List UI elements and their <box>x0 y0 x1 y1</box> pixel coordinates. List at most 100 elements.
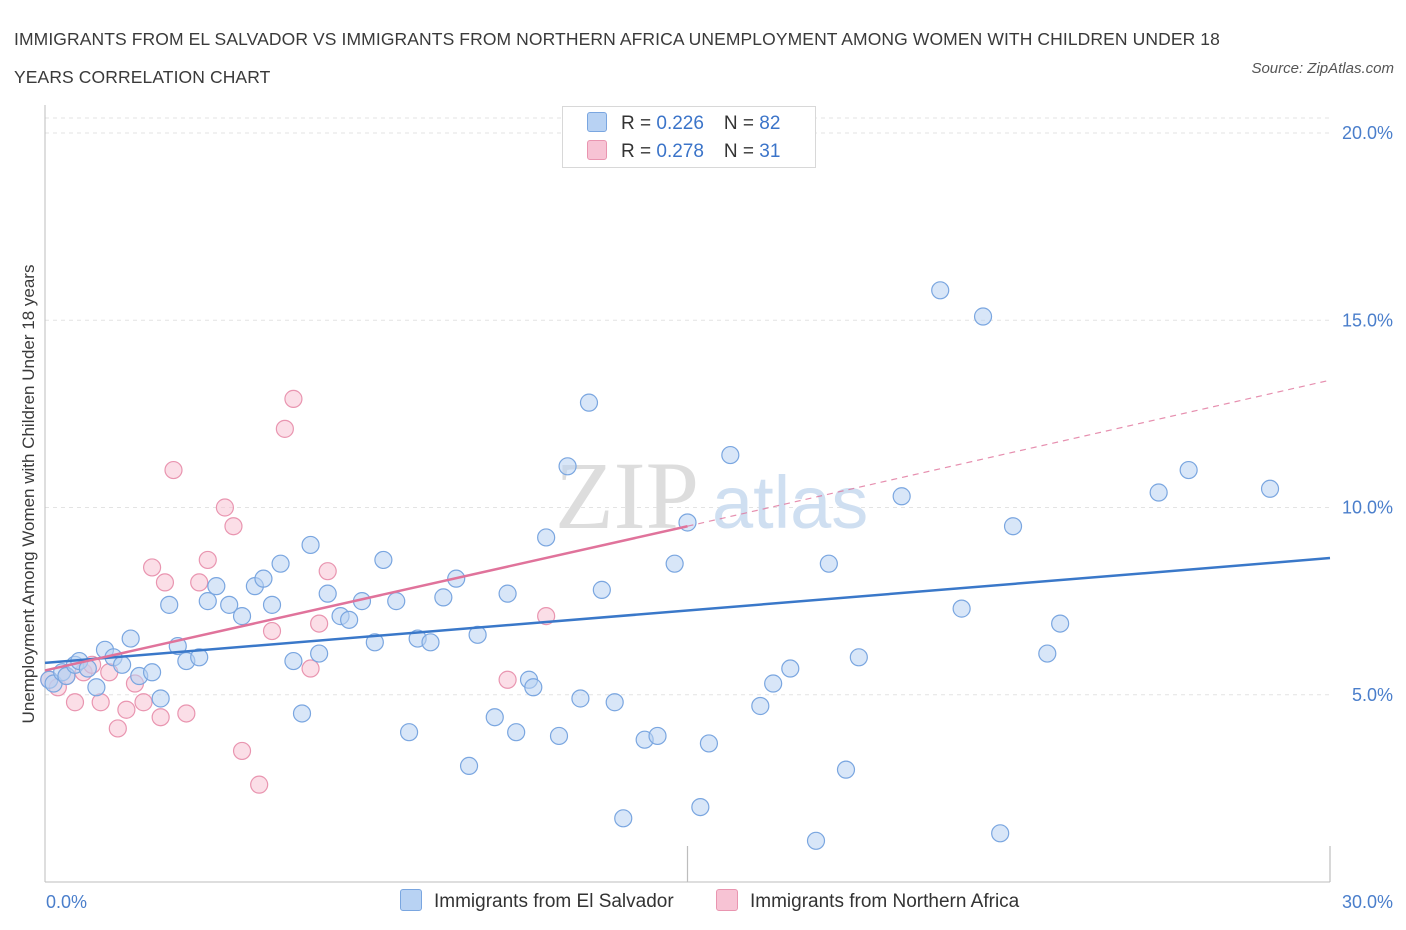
point-el-salvador <box>399 723 419 742</box>
point-el-salvador <box>764 674 783 693</box>
point-el-salvador <box>232 607 252 626</box>
point-northern-africa <box>108 719 127 738</box>
point-northern-africa <box>250 775 269 794</box>
point-northern-africa <box>134 693 153 712</box>
y-tick-label: 15.0% <box>1342 310 1393 330</box>
point-el-salvador <box>592 580 611 599</box>
point-northern-africa <box>537 607 556 626</box>
point-el-salvador <box>931 281 950 300</box>
point-el-salvador <box>190 648 209 667</box>
legend-n-value: 31 <box>759 141 781 162</box>
point-el-salvador <box>1179 460 1198 480</box>
point-northern-africa <box>155 573 175 592</box>
point-northern-africa <box>284 389 303 408</box>
legend-r-value: 0.278 <box>656 141 704 162</box>
point-el-salvador <box>836 760 856 779</box>
point-el-salvador <box>781 659 800 678</box>
legend-n-label: N = <box>723 141 760 162</box>
point-el-salvador <box>892 487 911 506</box>
point-el-salvador <box>507 723 526 742</box>
point-el-salvador <box>310 644 329 663</box>
point-el-salvador <box>374 550 393 570</box>
point-el-salvador <box>721 445 740 465</box>
point-northern-africa <box>177 704 196 723</box>
watermark-zip: ZIP <box>555 442 699 549</box>
point-northern-africa <box>164 460 183 480</box>
bottom-legend-label: Immigrants from Northern Africa <box>750 891 1020 912</box>
legend-r-value: 0.226 <box>656 113 704 134</box>
legend-r-label: R = <box>621 141 657 162</box>
correlation-legend: R = 0.226 N = 82 R = 0.278 N = 31 <box>562 106 816 168</box>
point-northern-africa <box>275 419 294 438</box>
point-el-salvador <box>1003 517 1023 536</box>
legend-swatch-blue <box>587 112 607 132</box>
point-northern-africa <box>310 614 329 633</box>
legend-n-value: 82 <box>759 113 781 134</box>
point-el-salvador <box>1149 483 1168 502</box>
point-northern-africa <box>498 670 517 689</box>
point-el-salvador <box>498 584 517 603</box>
point-el-salvador <box>112 655 132 674</box>
point-el-salvador <box>160 595 179 614</box>
point-el-salvador <box>340 610 359 629</box>
point-el-salvador <box>549 726 569 746</box>
y-tick-label: 5.0% <box>1352 685 1393 705</box>
x-tick-label: 30.0% <box>1342 892 1393 912</box>
trend-line-northern-africa <box>44 525 688 672</box>
point-el-salvador <box>691 797 710 817</box>
point-el-salvador <box>648 726 667 746</box>
point-el-salvador <box>459 756 479 776</box>
legend-r-label: R = <box>621 113 657 134</box>
point-el-salvador <box>87 678 106 697</box>
point-northern-africa <box>198 550 217 570</box>
point-northern-africa <box>318 562 337 581</box>
point-el-salvador <box>198 592 217 611</box>
bottom-legend-swatch-blue <box>400 889 422 911</box>
point-northern-africa <box>224 517 243 536</box>
point-el-salvador <box>849 648 868 667</box>
axes <box>44 105 1331 883</box>
point-northern-africa <box>65 693 85 712</box>
point-el-salvador <box>524 678 543 697</box>
point-northern-africa <box>232 741 252 761</box>
point-el-salvador <box>468 625 487 644</box>
point-el-salvador <box>121 629 140 648</box>
legend-n-label: N = <box>723 113 760 134</box>
bottom-legend-northern-africa: Immigrants from Northern Africa <box>716 889 1019 913</box>
point-northern-africa <box>301 659 320 678</box>
tick-labels: 5.0% 10.0% 15.0% 20.0% 0.0% 30.0% <box>46 123 1393 912</box>
y-axis-label: Unemployment Among Women with Children U… <box>19 265 38 724</box>
legend-swatch-pink <box>587 140 607 160</box>
point-el-salvador <box>699 734 719 753</box>
point-el-salvador <box>952 599 971 618</box>
point-el-salvador <box>558 457 577 476</box>
point-el-salvador <box>485 708 504 727</box>
trend-lines <box>44 379 1331 672</box>
point-el-salvador <box>571 689 590 708</box>
point-el-salvador <box>207 577 226 596</box>
point-el-salvador <box>605 693 624 712</box>
chart-title: IMMIGRANTS FROM EL SALVADOR VS IMMIGRANT… <box>14 29 1220 87</box>
point-el-salvador <box>973 307 993 326</box>
point-el-salvador <box>284 651 303 671</box>
point-northern-africa <box>117 700 136 719</box>
point-el-salvador <box>318 584 337 603</box>
point-el-salvador <box>151 689 170 708</box>
point-el-salvador <box>579 393 599 412</box>
series-northern-africa-points <box>40 389 556 794</box>
point-el-salvador <box>1051 614 1070 633</box>
bottom-legend-swatch-pink <box>716 889 738 911</box>
point-el-salvador <box>387 592 406 611</box>
point-el-salvador <box>271 554 290 573</box>
point-northern-africa <box>142 558 162 577</box>
point-el-salvador <box>537 528 556 547</box>
point-northern-africa <box>262 621 282 641</box>
point-el-salvador <box>421 633 440 652</box>
point-el-salvador <box>991 824 1010 843</box>
point-el-salvador <box>806 831 826 850</box>
trend-line-el-salvador <box>44 556 1331 665</box>
y-tick-label: 20.0% <box>1342 123 1393 143</box>
point-el-salvador <box>292 704 312 723</box>
point-el-salvador <box>751 696 770 716</box>
point-el-salvador <box>301 535 320 555</box>
